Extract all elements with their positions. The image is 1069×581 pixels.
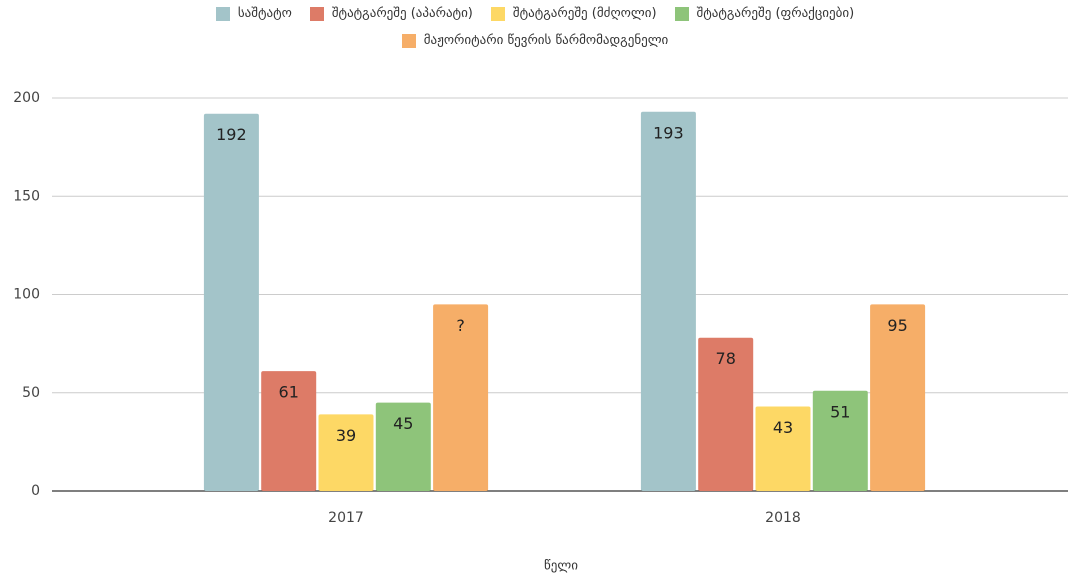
legend-label: საშტატო xyxy=(237,6,292,21)
bar xyxy=(698,337,754,491)
legend-item: შტატგარეშე (ფრაქციები) xyxy=(674,6,855,21)
legend-item: მაჟორიტარი წევრის წარმომადგენელი xyxy=(401,33,669,48)
bar xyxy=(318,414,374,491)
x-axis-label: წელი xyxy=(544,559,578,574)
bar xyxy=(433,304,489,491)
legend-swatch xyxy=(215,6,230,21)
x-tick-label: 2017 xyxy=(328,510,364,526)
legend-swatch xyxy=(674,6,689,21)
bar xyxy=(755,406,811,491)
y-tick-label: 150 xyxy=(13,188,40,204)
bar xyxy=(203,113,259,491)
data-label: 61 xyxy=(279,383,299,402)
data-label: 43 xyxy=(773,418,793,437)
bar xyxy=(640,111,696,491)
legend-item: საშტატო xyxy=(215,6,292,21)
bar xyxy=(261,371,317,491)
legend-item: შტატგარეშე (აპარატი) xyxy=(309,6,473,21)
data-label: 51 xyxy=(830,402,850,421)
legend-label: შტატგარეშე (აპარატი) xyxy=(331,6,473,21)
legend-swatch xyxy=(309,6,324,21)
x-tick-label: 2018 xyxy=(765,510,801,526)
legend-label: შტატგარეშე (მძღოლი) xyxy=(512,6,657,21)
legend-swatch xyxy=(401,33,416,48)
y-tick-label: 100 xyxy=(13,287,40,303)
data-label: 95 xyxy=(887,316,907,335)
legend-label: მაჟორიტარი წევრის წარმომადგენელი xyxy=(423,33,669,48)
data-label: ? xyxy=(456,316,465,335)
legend: საშტატო შტატგარეშე (აპარატი) შტატგარეშე (მ… xyxy=(90,6,980,48)
legend-item: შტატგარეშე (მძღოლი) xyxy=(490,6,657,21)
data-label: 39 xyxy=(336,426,356,445)
legend-swatch xyxy=(490,6,505,21)
data-label: 45 xyxy=(393,414,413,433)
bar xyxy=(812,390,868,491)
data-label: 193 xyxy=(653,123,684,142)
y-tick-label: 0 xyxy=(31,483,40,499)
data-label: 192 xyxy=(216,125,247,144)
legend-label: შტატგარეშე (ფრაქციები) xyxy=(696,6,855,21)
y-tick-label: 50 xyxy=(22,385,40,401)
y-tick-label: 200 xyxy=(13,90,40,106)
data-label: 78 xyxy=(716,349,736,368)
bar xyxy=(375,402,431,491)
bar xyxy=(870,304,926,491)
